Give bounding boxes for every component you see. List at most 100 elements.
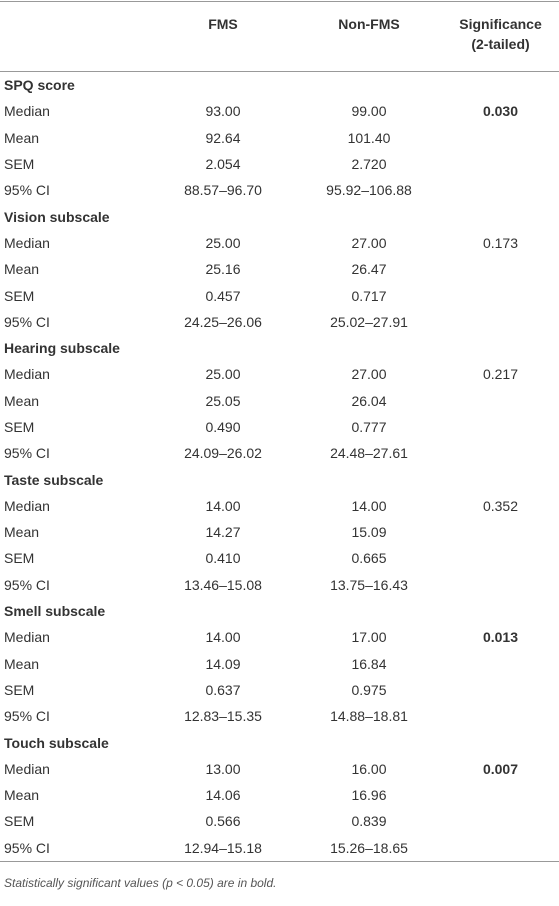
section-row: Taste subscale xyxy=(0,466,559,492)
empty-cell xyxy=(442,703,559,729)
section-title: Smell subscale xyxy=(4,603,106,620)
row-label: 95% CI xyxy=(4,576,50,593)
data-row: SEM 0.637 0.975 xyxy=(0,677,559,703)
empty-cell xyxy=(442,572,559,598)
data-row: Mean 14.27 15.09 xyxy=(0,519,559,545)
non-fms-value: 13.75–16.43 xyxy=(330,576,408,593)
fms-value: 14.00 xyxy=(205,497,241,514)
non-fms-value: 16.00 xyxy=(351,760,387,777)
section-row: Touch subscale xyxy=(0,729,559,755)
data-row: 95% CI 12.83–15.35 14.88–18.81 xyxy=(0,703,559,729)
data-row: 95% CI 24.09–26.02 24.48–27.61 xyxy=(0,440,559,466)
row-label: Median xyxy=(4,629,50,646)
empty-cell xyxy=(442,677,559,703)
fms-value: 14.27 xyxy=(205,524,241,541)
significance: 0.013 xyxy=(482,629,519,646)
row-label: 95% CI xyxy=(4,313,50,330)
non-fms-value: 26.47 xyxy=(351,261,387,278)
row-label: SEM xyxy=(4,156,35,173)
fms-value: 13.46–15.08 xyxy=(184,576,262,593)
non-fms-value: 0.665 xyxy=(351,550,387,567)
fms-value: 2.054 xyxy=(205,156,241,173)
fms-value: 92.64 xyxy=(205,129,241,146)
header-cell: FMS xyxy=(208,16,238,32)
row-label: Mean xyxy=(4,129,40,146)
section-title: Vision subscale xyxy=(4,208,110,225)
row-label: Median xyxy=(4,497,50,514)
fms-value: 25.00 xyxy=(205,366,241,383)
non-fms-value: 0.777 xyxy=(351,419,387,435)
data-row: Median 93.00 99.00 0.030 xyxy=(0,98,559,124)
significance: 0.173 xyxy=(482,234,519,251)
data-row: 95% CI 13.46–15.08 13.75–16.43 xyxy=(0,572,559,598)
row-label: Median xyxy=(4,760,50,777)
section-title: SPQ score xyxy=(4,77,75,94)
section-row: Smell subscale xyxy=(0,598,559,624)
footnote: Statistically significant values (p < 0.… xyxy=(4,875,277,890)
non-fms-value: 27.00 xyxy=(351,234,387,251)
non-fms-value: 14.00 xyxy=(351,497,387,514)
data-row: SEM 0.457 0.717 xyxy=(0,282,559,308)
empty-cell xyxy=(442,782,559,808)
fms-value: 88.57–96.70 xyxy=(184,182,262,199)
empty-cell xyxy=(442,309,559,335)
fms-value: 93.00 xyxy=(205,103,241,120)
table-body: SPQ score Median 93.00 99.00 0.030 Mean 92.64 1… xyxy=(0,72,559,862)
fms-value: 14.00 xyxy=(205,629,241,646)
significance: 0.030 xyxy=(482,103,519,120)
empty-cell xyxy=(442,125,559,151)
non-fms-value: 27.00 xyxy=(351,366,387,383)
fms-value: 12.83–15.35 xyxy=(184,708,262,725)
row-label: Mean xyxy=(4,787,40,804)
empty-cell xyxy=(442,151,559,177)
significance: 0.007 xyxy=(482,760,519,777)
fms-value: 25.05 xyxy=(205,392,241,409)
section-title: Taste subscale xyxy=(4,471,104,488)
fms-value: 25.16 xyxy=(205,261,241,278)
row-label: Mean xyxy=(4,392,40,409)
fms-value: 0.637 xyxy=(205,681,241,698)
data-row: Median 14.00 14.00 0.352 xyxy=(0,493,559,519)
empty-cell xyxy=(442,388,559,414)
table-header: FMS Non-FMS Significance (2-tailed) xyxy=(0,1,559,72)
data-row: 95% CI 24.25–26.06 25.02–27.91 xyxy=(0,309,559,335)
non-fms-value: 24.48–27.61 xyxy=(330,445,408,462)
data-row: Mean 14.09 16.84 xyxy=(0,651,559,677)
empty-cell xyxy=(442,835,559,862)
fms-value: 14.09 xyxy=(205,655,241,672)
empty-cell xyxy=(442,282,559,308)
row-label: Median xyxy=(4,103,50,120)
fms-value: 24.09–26.02 xyxy=(184,445,262,462)
non-fms-value: 16.84 xyxy=(351,655,387,672)
fms-value: 0.457 xyxy=(205,287,241,304)
empty-cell xyxy=(442,414,559,440)
data-row: SEM 2.054 2.720 xyxy=(0,151,559,177)
non-fms-value: 17.00 xyxy=(351,629,387,646)
non-fms-value: 0.975 xyxy=(351,681,387,698)
significance: 0.352 xyxy=(482,497,519,514)
row-label: 95% CI xyxy=(4,708,50,725)
row-label: Mean xyxy=(4,655,40,672)
row-label: SEM xyxy=(4,813,35,830)
row-label: 95% CI xyxy=(4,182,50,199)
non-fms-value: 99.00 xyxy=(351,103,387,120)
data-row: Median 25.00 27.00 0.173 xyxy=(0,230,559,256)
empty-cell xyxy=(442,651,559,677)
fms-value: 0.490 xyxy=(205,419,241,435)
significance: 0.217 xyxy=(482,366,519,383)
fms-value: 12.94–15.18 xyxy=(184,839,262,856)
fms-value: 14.06 xyxy=(205,787,241,804)
data-row: SEM 0.566 0.839 xyxy=(0,808,559,834)
data-row: Mean 25.05 26.04 xyxy=(0,388,559,414)
non-fms-value: 0.717 xyxy=(351,287,387,304)
fms-value: 0.410 xyxy=(205,550,241,567)
empty-cell xyxy=(442,440,559,466)
header-cell: Significance (2-tailed) xyxy=(459,16,542,52)
data-row: Mean 25.16 26.47 xyxy=(0,256,559,282)
data-row: SEM 0.490 0.777 xyxy=(0,414,559,440)
empty-cell xyxy=(442,256,559,282)
section-title: Touch subscale xyxy=(4,734,109,751)
empty-cell xyxy=(442,519,559,545)
non-fms-value: 95.92–106.88 xyxy=(326,182,412,199)
non-fms-value: 16.96 xyxy=(351,787,387,804)
